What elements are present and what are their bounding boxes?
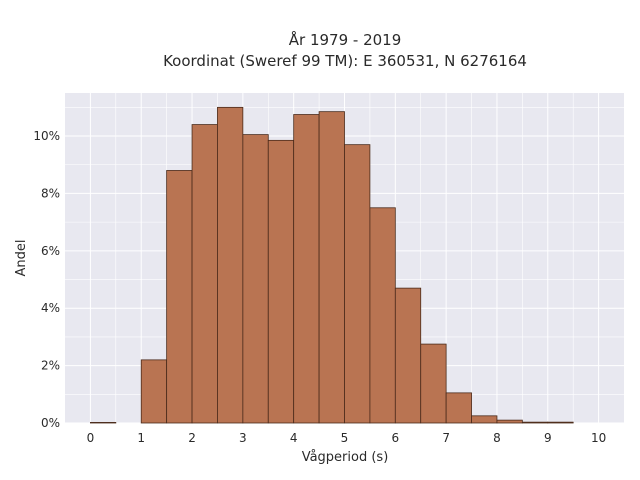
bars — [90, 106, 574, 424]
x-axis-ticks: 0 1 2 3 4 5 6 7 8 9 10 — [87, 431, 607, 445]
histogram-bar — [140, 359, 168, 424]
histogram-bar — [521, 421, 549, 424]
histogram-bar — [318, 111, 345, 424]
histogram-bar — [394, 287, 422, 424]
y-tick-label: 2% — [41, 359, 60, 373]
histogram-bar — [471, 415, 498, 424]
histogram-bar — [217, 106, 244, 424]
chart-title-line1: År 1979 - 2019 — [289, 30, 402, 49]
histogram-bar — [420, 343, 447, 424]
histogram-bar — [496, 419, 523, 424]
histogram-bar — [166, 170, 193, 424]
x-tick-label: 2 — [188, 431, 196, 445]
histogram-bar — [191, 124, 218, 424]
x-axis-label: Vågperiod (s) — [302, 450, 389, 465]
x-tick-label: 9 — [544, 431, 552, 445]
y-tick-label: 10% — [33, 129, 60, 143]
histogram-bar — [344, 144, 371, 424]
y-tick-label: 0% — [41, 416, 60, 430]
histogram-bar — [369, 207, 396, 424]
histogram-bar — [90, 422, 117, 424]
chart-title-line2: Koordinat (Sweref 99 TM): E 360531, N 62… — [163, 52, 527, 70]
x-tick-label: 4 — [290, 431, 298, 445]
x-tick-label: 3 — [239, 431, 247, 445]
histogram-bar — [547, 421, 574, 424]
y-axis-label: Andel — [14, 240, 29, 277]
x-tick-label: 0 — [87, 431, 95, 445]
x-tick-label: 1 — [137, 431, 145, 445]
y-tick-label: 4% — [41, 301, 60, 315]
y-axis-ticks: 0% 2% 4% 6% 8% 10% — [33, 129, 60, 430]
histogram-bar — [445, 392, 472, 424]
x-tick-label: 8 — [493, 431, 501, 445]
y-tick-label: 8% — [41, 186, 60, 200]
x-tick-label: 6 — [391, 431, 399, 445]
histogram-bar — [242, 134, 269, 424]
x-tick-label: 5 — [341, 431, 349, 445]
y-tick-label: 6% — [41, 244, 60, 258]
x-tick-label: 7 — [442, 431, 450, 445]
histogram-bar — [293, 114, 320, 424]
x-tick-label: 10 — [591, 431, 606, 445]
histogram-bar — [267, 139, 295, 424]
